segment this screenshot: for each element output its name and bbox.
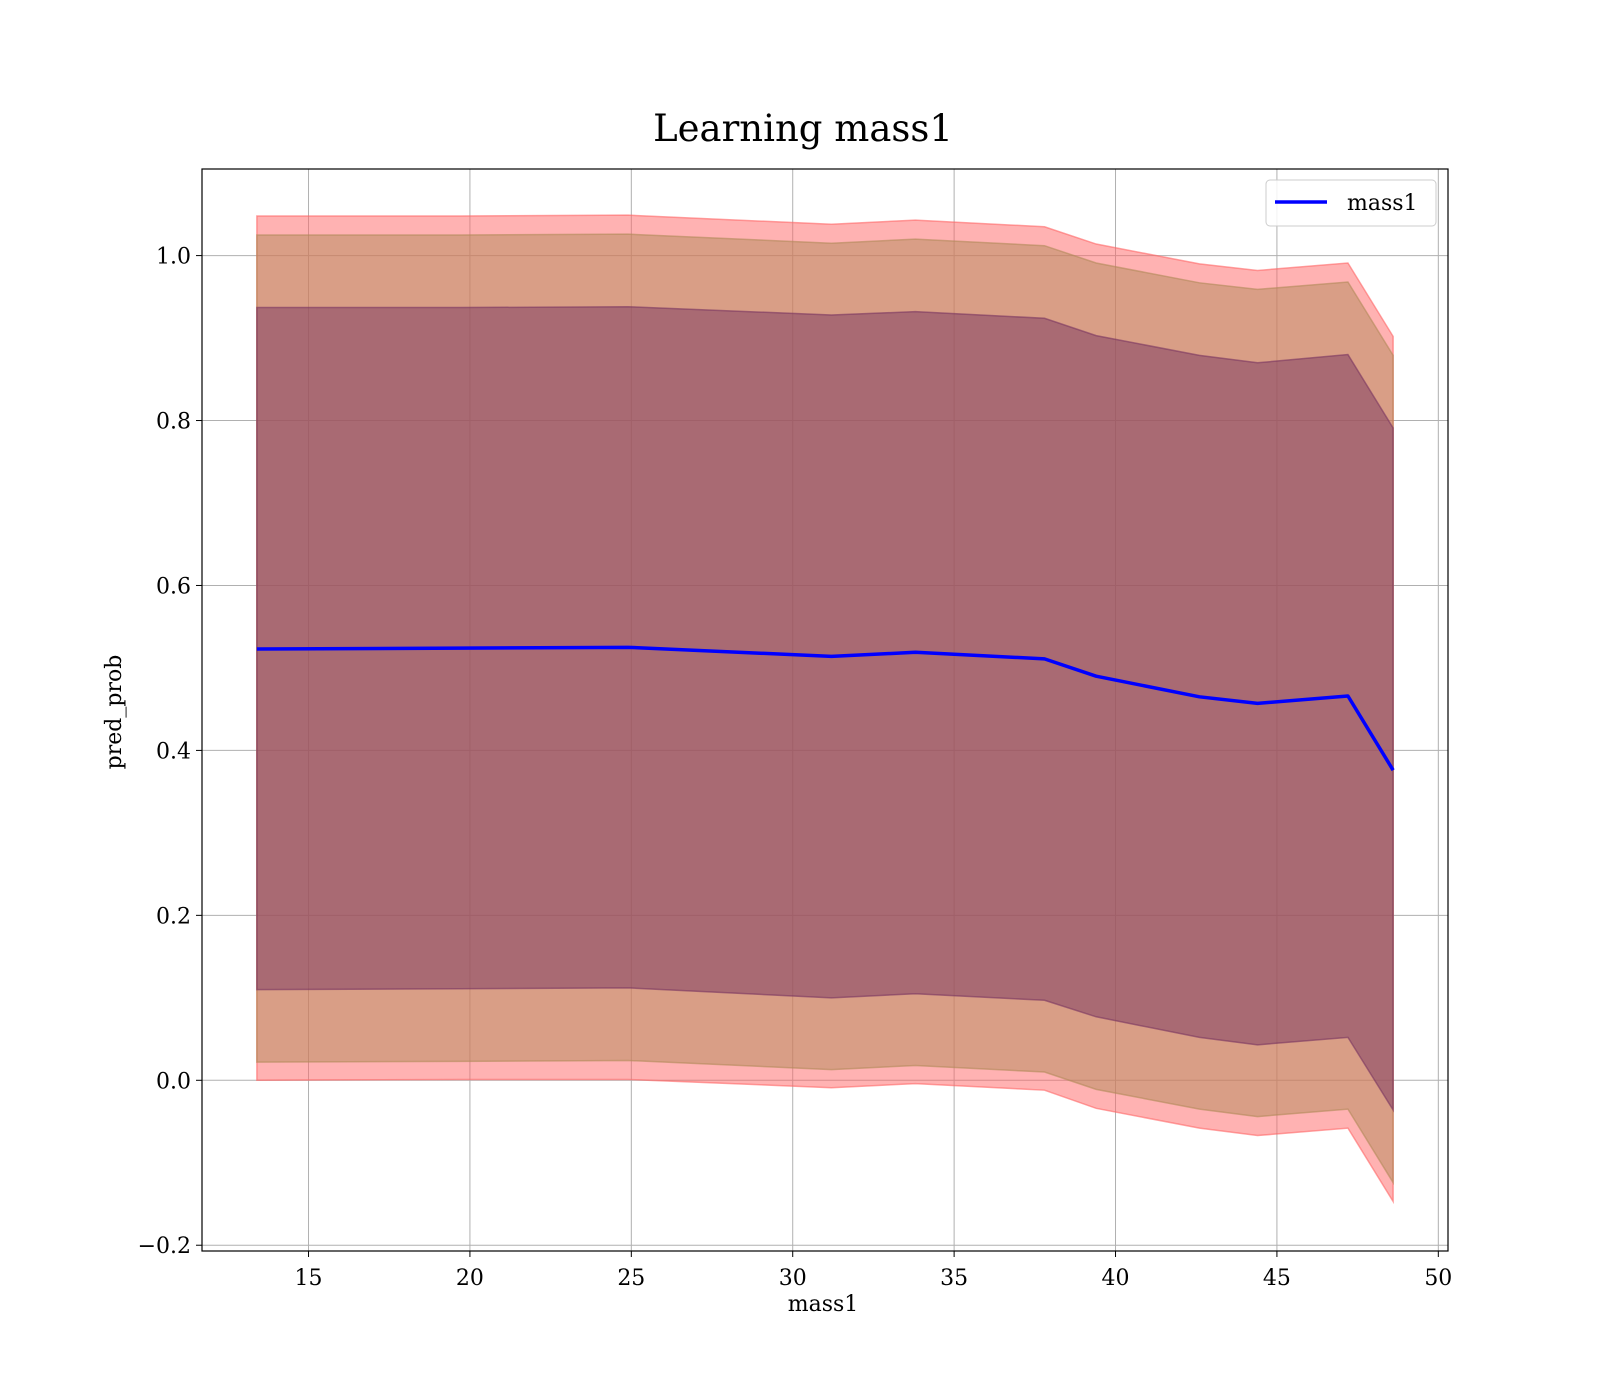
y-tick-label: 0.0	[156, 1069, 191, 1094]
x-tick-label: 50	[1424, 1266, 1452, 1291]
x-tick-label: 40	[1102, 1266, 1130, 1291]
y-tick-label: 0.4	[156, 739, 191, 764]
y-tick-label: −0.2	[138, 1234, 191, 1259]
y-tick-label: 0.8	[156, 410, 191, 435]
confidence-bands	[256, 214, 1394, 1205]
y-tick-label: 0.6	[156, 574, 191, 599]
series-line-mass1	[256, 645, 1395, 772]
legend-label-mass1: mass1	[1347, 191, 1418, 216]
series-lines	[256, 645, 1395, 772]
x-tick-label: 30	[779, 1266, 807, 1291]
x-tick-label: 45	[1263, 1266, 1291, 1291]
y-tick-label: 0.2	[156, 904, 191, 929]
x-tick-label: 25	[617, 1266, 645, 1291]
x-tick-label: 35	[940, 1266, 968, 1291]
x-tick-label: 15	[295, 1266, 323, 1291]
legend-box	[1265, 179, 1437, 227]
confidence-band-3	[256, 305, 1394, 1113]
plot-frame	[201, 168, 1449, 1252]
axis-ticks: 15 20 25 30 35 40 45 50 −0.2 0.0 0.2 0.4 0.6 0.8 1.0	[138, 245, 1453, 1291]
x-tick-label: 20	[456, 1266, 484, 1291]
y-tick-label: 1.0	[156, 245, 191, 270]
y-axis-label: pred_prob	[102, 655, 127, 770]
legend: mass1	[1265, 179, 1437, 227]
x-axis-label: mass1	[788, 1292, 859, 1317]
chart-title: Learning mass1	[653, 107, 953, 150]
